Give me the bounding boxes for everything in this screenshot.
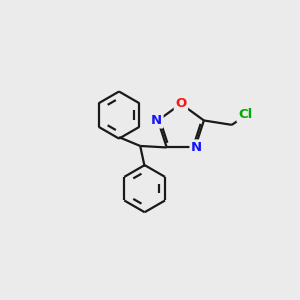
Text: Cl: Cl bbox=[238, 108, 252, 121]
Text: N: N bbox=[151, 114, 162, 127]
Text: N: N bbox=[191, 141, 202, 154]
Text: O: O bbox=[175, 97, 187, 110]
